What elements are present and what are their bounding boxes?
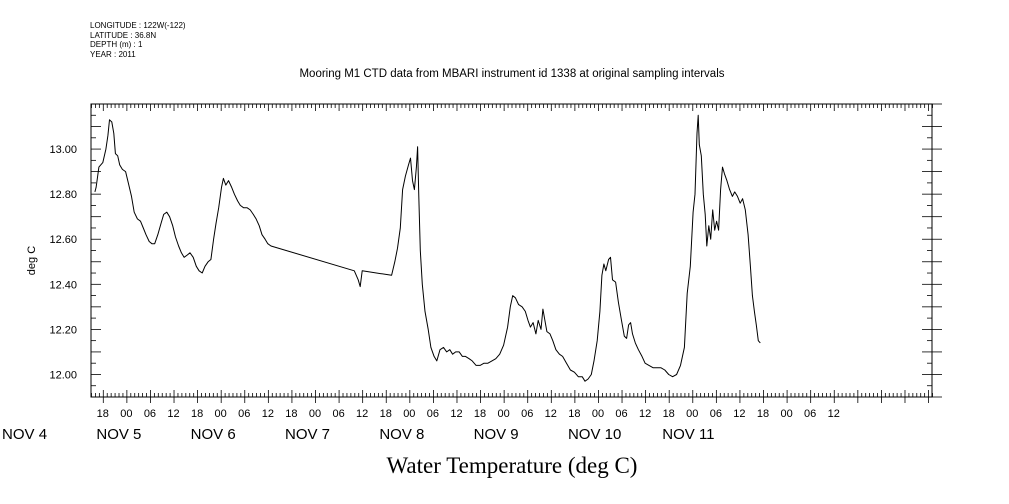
- x-tick-label: 06: [144, 408, 156, 420]
- x-tick-label: 06: [521, 408, 533, 420]
- x-tick-label: 00: [309, 408, 321, 420]
- x-tick-label: 00: [498, 408, 510, 420]
- x-tick-label: 18: [568, 408, 580, 420]
- x-date-label: NOV 10: [568, 426, 621, 443]
- x-tick-label: 06: [710, 408, 722, 420]
- chart-variable-title: Water Temperature (deg C): [386, 453, 638, 478]
- y-tick-label: 12.60: [49, 234, 77, 246]
- x-tick-label: 12: [639, 408, 651, 420]
- x-tick-label: 12: [828, 408, 840, 420]
- x-tick-label: 06: [804, 408, 816, 420]
- x-tick-label: 00: [215, 408, 227, 420]
- tick-labels: 18 00 06 12 18 00 06 12 18 00 06 12 18 00 06 12 18 00 06 12…: [2, 144, 840, 443]
- x-tick-label: 06: [427, 408, 439, 420]
- plot-frame: [90, 103, 933, 398]
- y-tick-label: 12.40: [49, 279, 77, 291]
- y-tick-label: 12.20: [49, 324, 77, 336]
- temperature-series-line: [94, 114, 761, 382]
- x-tick-label: 12: [262, 408, 274, 420]
- longitude-label: LONGITUDE : 122W(-122): [90, 21, 186, 30]
- depth-label: DEPTH (m) : 1: [90, 40, 143, 49]
- plot-axes: [90, 103, 933, 398]
- latitude-label: LATITUDE : 36.8N: [90, 30, 157, 40]
- x-tick-label: 18: [285, 408, 297, 420]
- x-tick-label: 12: [356, 408, 368, 420]
- x-tick-label: 18: [191, 408, 203, 420]
- x-tick-label: 00: [686, 408, 698, 420]
- x-tick-label: 00: [403, 408, 415, 420]
- x-tick-label: 18: [757, 408, 769, 420]
- x-tick-label: 06: [615, 408, 627, 420]
- x-date-label: NOV 6: [191, 426, 236, 443]
- x-tick-label: 00: [592, 408, 604, 420]
- x-tick-label: 12: [545, 408, 557, 420]
- x-date-label: NOV 7: [285, 426, 330, 443]
- x-date-label: NOV 5: [96, 426, 141, 443]
- x-tick-label: 12: [450, 408, 462, 420]
- x-tick-label: 18: [97, 408, 109, 420]
- x-tick-label: 00: [780, 408, 792, 420]
- x-date-label: NOV 4: [2, 426, 47, 443]
- x-tick-label: 12: [167, 408, 179, 420]
- x-tick-label: 12: [733, 408, 745, 420]
- y-tick-label: 13.00: [49, 144, 77, 156]
- tick-marks: [91, 103, 942, 403]
- y-tick-label: 12.80: [49, 189, 77, 201]
- x-tick-label: 18: [380, 408, 392, 420]
- plot-title: Mooring M1 CTD data from MBARI instrumen…: [299, 68, 725, 80]
- y-axis-label: deg C: [26, 246, 38, 275]
- metadata-block: LONGITUDE : 122W(-122) LATITUDE : 36.8N …: [90, 21, 186, 59]
- x-date-label: NOV 11: [662, 426, 714, 443]
- year-label: YEAR : 2011: [90, 49, 136, 59]
- x-tick-label: 00: [120, 408, 132, 420]
- x-date-label: NOV 8: [379, 426, 424, 443]
- series-group: [94, 114, 761, 382]
- x-tick-label: 18: [474, 408, 486, 420]
- x-date-label: NOV 9: [474, 426, 519, 443]
- x-tick-label: 18: [663, 408, 675, 420]
- x-tick-label: 06: [332, 408, 344, 420]
- y-tick-label: 12.00: [49, 369, 77, 381]
- x-tick-label: 06: [238, 408, 250, 420]
